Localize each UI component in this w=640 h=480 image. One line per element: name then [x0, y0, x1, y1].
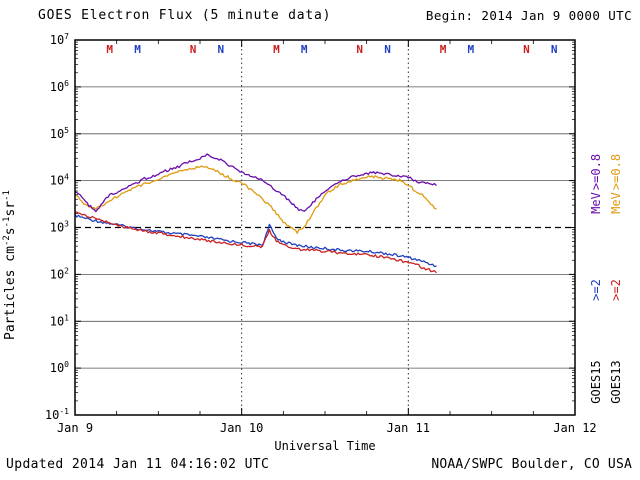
noon-midnight-marker: N	[356, 43, 363, 56]
legend-goes13-unit: MeV	[609, 192, 623, 214]
y-tick-label: 102	[50, 266, 69, 281]
noon-midnight-marker: M	[106, 43, 113, 56]
noon-midnight-marker: N	[523, 43, 530, 56]
begin-timestamp: Begin: 2014 Jan 9 0000 UTC	[425, 8, 632, 23]
legend-goes15-energy-high: >=0.8	[589, 154, 603, 190]
noon-midnight-marker: N	[217, 43, 224, 56]
legend-goes13-energy-high: >=0.8	[609, 154, 623, 190]
noon-midnight-marker: N	[190, 43, 197, 56]
noon-midnight-marker: N	[384, 43, 391, 56]
y-tick-label: 105	[50, 126, 69, 141]
x-tick-label: Jan 11	[387, 421, 430, 435]
noon-midnight-marker: N	[551, 43, 558, 56]
flux-trace-goes13-0.8mev	[74, 165, 437, 234]
flux-traces-group	[74, 153, 437, 274]
gridlines-group	[75, 40, 575, 415]
y-tick-label: 101	[50, 313, 69, 328]
noon-midnight-marker: M	[273, 43, 280, 56]
flux-trace-goes15-2mev	[74, 213, 437, 268]
x-axis-label: Universal Time	[274, 439, 375, 453]
flux-trace-goes13-2mev	[74, 211, 437, 274]
legend-goes15-energy-low: >=2	[589, 279, 603, 301]
updated-timestamp: Updated 2014 Jan 11 04:16:02 UTC	[6, 457, 270, 472]
chart-title: GOES Electron Flux (5 minute data)	[38, 8, 332, 23]
y-tick-label: 104	[50, 173, 69, 188]
noon-midnight-marker: M	[467, 43, 474, 56]
y-tick-label: 103	[50, 220, 69, 235]
y-axis-label: Particles cm-2s-1sr-1	[2, 190, 18, 340]
noon-midnight-marker: M	[301, 43, 308, 56]
y-tick-label: 100	[50, 360, 69, 375]
legend-goes13-energy-low: >=2	[609, 279, 623, 301]
data-source: NOAA/SWPC Boulder, CO USA	[431, 457, 632, 472]
y-tick-label: 10-1	[45, 407, 69, 422]
x-tick-label: Jan 12	[553, 421, 596, 435]
y-tick-label: 106	[50, 79, 69, 94]
noon-midnight-marker: M	[134, 43, 141, 56]
legend-goes13-satellite: GOES13	[609, 360, 623, 403]
legend-goes15-satellite: GOES15	[589, 360, 603, 403]
x-tick-label: Jan 10	[220, 421, 263, 435]
x-tick-label: Jan 9	[57, 421, 93, 435]
noon-midnight-marker: M	[440, 43, 447, 56]
plot-area	[74, 39, 576, 416]
legend-goes15-unit: MeV	[589, 192, 603, 214]
y-tick-label: 107	[50, 32, 69, 47]
flux-trace-goes15-0.8mev	[74, 153, 437, 213]
